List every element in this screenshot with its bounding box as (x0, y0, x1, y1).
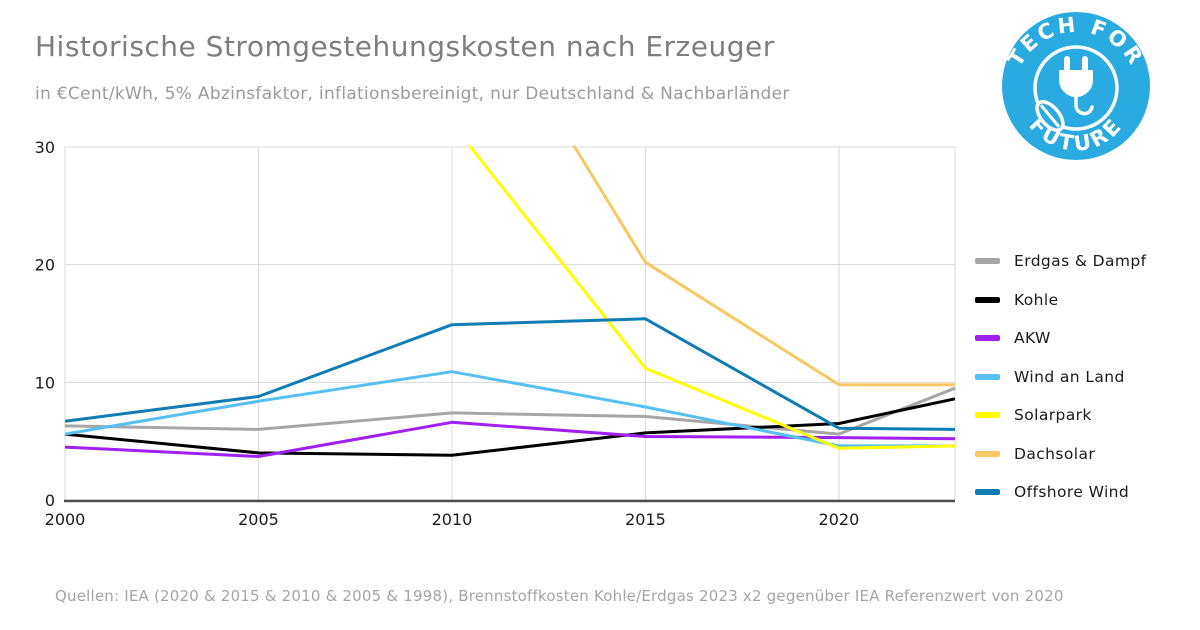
series-line-dachsolar (571, 145, 955, 387)
legend-swatch-icon (975, 258, 1000, 264)
source-note: Quellen: IEA (2020 & 2015 & 2010 & 2005 … (55, 587, 1064, 605)
series-line-akw (64, 420, 956, 458)
series-lines (64, 145, 956, 458)
legend-label: Solarpark (1014, 406, 1092, 424)
legend-swatch-icon (975, 335, 1000, 341)
legend-item: Kohle (975, 291, 1147, 309)
legend-label: AKW (1014, 329, 1051, 347)
cord-circle-icon (1033, 45, 1119, 131)
legend-swatch-icon (975, 373, 1000, 380)
legend-label: Erdgas & Dampf (1014, 252, 1147, 270)
legend-item: Erdgas & Dampf (975, 252, 1147, 270)
plug-icon (1059, 56, 1094, 116)
x-axis-tick-label: 2000 (45, 510, 86, 529)
y-axis-tick-label: 10 (35, 373, 55, 392)
legend-item: Wind an Land (975, 368, 1147, 386)
legend-swatch-icon (975, 296, 1000, 303)
series-line-wind-an-land (64, 370, 955, 448)
legend-item: AKW (975, 329, 1147, 347)
leaf-icon (1035, 100, 1065, 132)
x-axis-tick-label: 2005 (238, 510, 279, 529)
y-axis-tick-label: 0 (45, 491, 55, 510)
page-title: Historische Stromgestehungskosten nach E… (35, 30, 775, 63)
legend-swatch-icon (975, 450, 1000, 457)
legend-item: Dachsolar (975, 445, 1147, 463)
legend-swatch-icon (975, 489, 1000, 495)
chart-area: 0 10 20 30 2000 2005 2010 2015 2020 (0, 130, 970, 545)
line-chart: 0 10 20 30 2000 2005 2010 2015 2020 (35, 138, 956, 529)
series-line-offshore-wind (64, 317, 956, 431)
y-axis-tick-label: 20 (35, 256, 55, 275)
chart-legend: Erdgas & Dampf Kohle AKW Wind an Land Solarp… (975, 252, 1147, 501)
x-axis-tick-label: 2020 (819, 510, 860, 529)
page-subtitle: in €Cent/kWh, 5% Abzinsfaktor, inflation… (35, 84, 790, 104)
legend-label: Wind an Land (1014, 367, 1125, 386)
y-axis-tick-label: 30 (35, 138, 55, 157)
x-axis-tick-label: 2015 (625, 510, 666, 529)
series-line-erdgas-dampf (64, 386, 956, 436)
legend-item: Solarpark (975, 406, 1147, 424)
legend-label: Kohle (1014, 290, 1059, 309)
series-line-kohle (64, 397, 956, 457)
legend-item: Offshore Wind (975, 483, 1147, 501)
tech-for-future-logo: TECH FOR FUTURE (1002, 12, 1150, 160)
legend-label: Offshore Wind (1014, 483, 1130, 501)
series-line-solarpark (467, 145, 956, 450)
x-axis-tick-label: 2010 (432, 510, 473, 529)
legend-swatch-icon (975, 412, 1000, 418)
legend-label: Dachsolar (1014, 444, 1096, 463)
